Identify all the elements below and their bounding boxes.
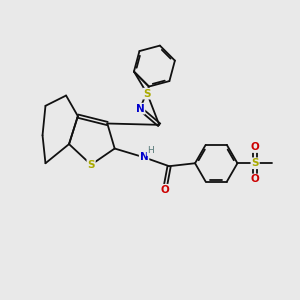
Text: O: O	[251, 174, 260, 184]
Text: S: S	[251, 158, 259, 168]
Text: S: S	[87, 160, 95, 170]
Text: O: O	[251, 142, 260, 152]
Text: H: H	[147, 146, 154, 155]
Text: N: N	[136, 103, 145, 114]
Text: N: N	[140, 152, 148, 162]
Text: O: O	[160, 185, 169, 195]
Text: S: S	[143, 89, 151, 99]
